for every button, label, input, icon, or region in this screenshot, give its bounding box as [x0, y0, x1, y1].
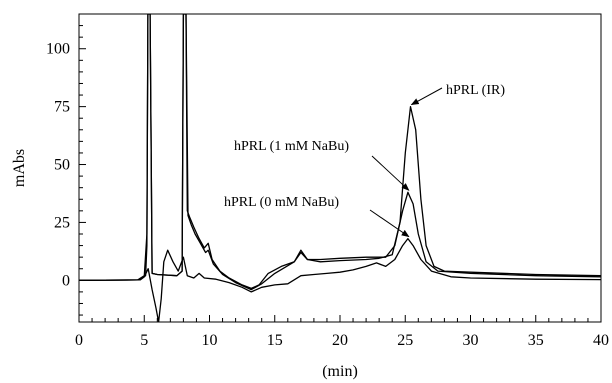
y-tick-label: 50 [54, 157, 70, 174]
x-tick-label: 25 [397, 332, 413, 349]
annotation-arrow [410, 87, 443, 106]
y-tick-label: 75 [54, 99, 70, 116]
x-tick-label: 35 [528, 332, 544, 349]
x-tick-label: 10 [202, 332, 218, 349]
x-tick-label: 5 [140, 332, 148, 349]
series-layer [79, 14, 601, 322]
x-tick-label: 30 [463, 332, 479, 349]
y-axis: 0 25 50 75 100 [46, 25, 86, 316]
x-axis-label: (min) [322, 363, 358, 380]
x-tick-label: 20 [332, 332, 348, 349]
annotation-arrow [369, 209, 410, 238]
annotation-layer: hPRL (IR) hPRL (1 mM NaBu) hPRL (0 mM NaBu… [224, 83, 505, 238]
x-axis: 0 5 10 15 20 25 30 35 40 [75, 315, 609, 349]
y-axis-label: mAbs [11, 149, 28, 187]
y-tick-label: 25 [54, 214, 70, 231]
x-tick-label: 0 [75, 332, 83, 349]
series-line-nabu1 [79, 14, 601, 291]
annotation-arrow [371, 155, 410, 191]
x-tick-label: 15 [267, 332, 283, 349]
annotation-label: hPRL (1 mM NaBu) [234, 139, 349, 154]
annotation-label: hPRL (IR) [446, 83, 505, 98]
x-tick-label: 40 [593, 332, 609, 349]
annotation-label: hPRL (0 mM NaBu) [224, 195, 339, 210]
y-tick-label: 0 [62, 272, 70, 289]
y-tick-label: 100 [46, 41, 70, 58]
series-line-nabu0 [79, 237, 601, 322]
